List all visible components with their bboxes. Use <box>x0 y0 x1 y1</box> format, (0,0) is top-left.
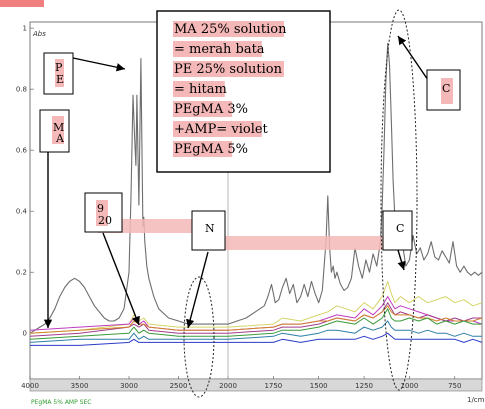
x-tick-label: 1000 <box>401 382 419 390</box>
label-pe-highlight <box>55 59 64 87</box>
x-tick-label: 2000 <box>219 382 237 390</box>
legend-line-highlight <box>173 81 225 97</box>
legend-line-text: PEgMA 5% <box>174 142 248 157</box>
label-pe-e: E <box>56 73 64 86</box>
label-c-mid: C <box>396 222 404 235</box>
x-tick-label: 3500 <box>71 382 89 390</box>
spectrum-series-6 <box>29 308 482 340</box>
legend-text: MA 25% solution = merah bata PE 25% soluti… <box>173 21 287 157</box>
y-tick-label: 0.2 <box>16 269 27 277</box>
legend-line-text: = merah bata <box>174 42 265 57</box>
highlight-bar-n <box>205 236 395 250</box>
legend-line-text: PEgMA 3% <box>174 102 248 117</box>
legend-line-text: +AMP= violet <box>174 122 269 137</box>
corner-mark <box>0 0 44 7</box>
dotted-ellipse-n <box>183 276 215 398</box>
legend-line-text: = hitam <box>174 82 227 97</box>
spectrum-series-2 <box>29 280 483 334</box>
spectrum-series-5 <box>29 305 483 334</box>
legend-line-highlight <box>173 61 284 77</box>
legend-line-text: MA 25% solution <box>174 22 287 37</box>
x-tick-label: 750 <box>448 382 461 390</box>
y-tick-label: 0.8 <box>16 86 27 94</box>
label-c-top: C <box>442 82 450 95</box>
legend-line-highlight <box>173 101 233 117</box>
y-axis-label: Abs <box>32 30 46 38</box>
x-tick-label: 1500 <box>310 382 328 390</box>
legend-line-highlight <box>173 41 262 57</box>
footer-caption: PEgMA 5% AMP SEC <box>31 399 91 406</box>
dotted-ellipse-c <box>380 9 418 391</box>
y-tick-label: 0.6 <box>16 147 28 155</box>
arrow-c-mid <box>397 249 406 271</box>
label-ma-highlight <box>52 116 64 144</box>
legend-line-highlight <box>173 21 284 37</box>
x-tick-label: 4000 <box>21 382 39 390</box>
label-9-sub: 20 <box>98 214 112 227</box>
y-tick-label: 1 <box>23 25 27 33</box>
x-tick-label: 1250 <box>355 382 373 390</box>
label-pe-p: P <box>55 61 63 74</box>
label-ma-a: A <box>55 132 65 145</box>
y-tick-labels: 1 0.8 0.6 0.4 0.2 0 <box>16 25 28 338</box>
x-tick-labels: 4000 3500 3000 2500 2000 1750 1500 1250 1000 750 <box>21 382 461 390</box>
highlight-bar-9 <box>98 219 208 233</box>
arrow-c-top <box>397 35 429 81</box>
spectrum-series-8 <box>30 332 483 346</box>
label-box-c-mid <box>382 210 413 251</box>
legend-line-text: PE 25% solution <box>174 62 283 77</box>
x-axis-bar <box>29 378 483 392</box>
arrow-pe <box>72 57 126 72</box>
label-n: N <box>205 222 215 235</box>
label-c-top-highlight <box>441 78 453 104</box>
label-9: 9 <box>97 202 104 215</box>
legend-line-highlight <box>173 121 262 137</box>
legend-line-highlight <box>173 141 233 157</box>
label-ma-m: M <box>53 121 64 134</box>
label-9-highlight <box>96 200 108 226</box>
y-tick-label: 0 <box>23 330 27 338</box>
y-tick-label: 0.4 <box>16 208 28 216</box>
arrow-9 <box>102 232 140 326</box>
label-box-n <box>191 210 226 251</box>
x-axis-label: 1/cm <box>467 396 485 404</box>
x-tick-label: 1750 <box>264 382 282 390</box>
arrow-n <box>186 251 209 329</box>
x-tick-label: 3000 <box>120 382 138 390</box>
spectrum-series-7 <box>29 320 482 343</box>
x-tick-label: 2500 <box>170 382 188 390</box>
